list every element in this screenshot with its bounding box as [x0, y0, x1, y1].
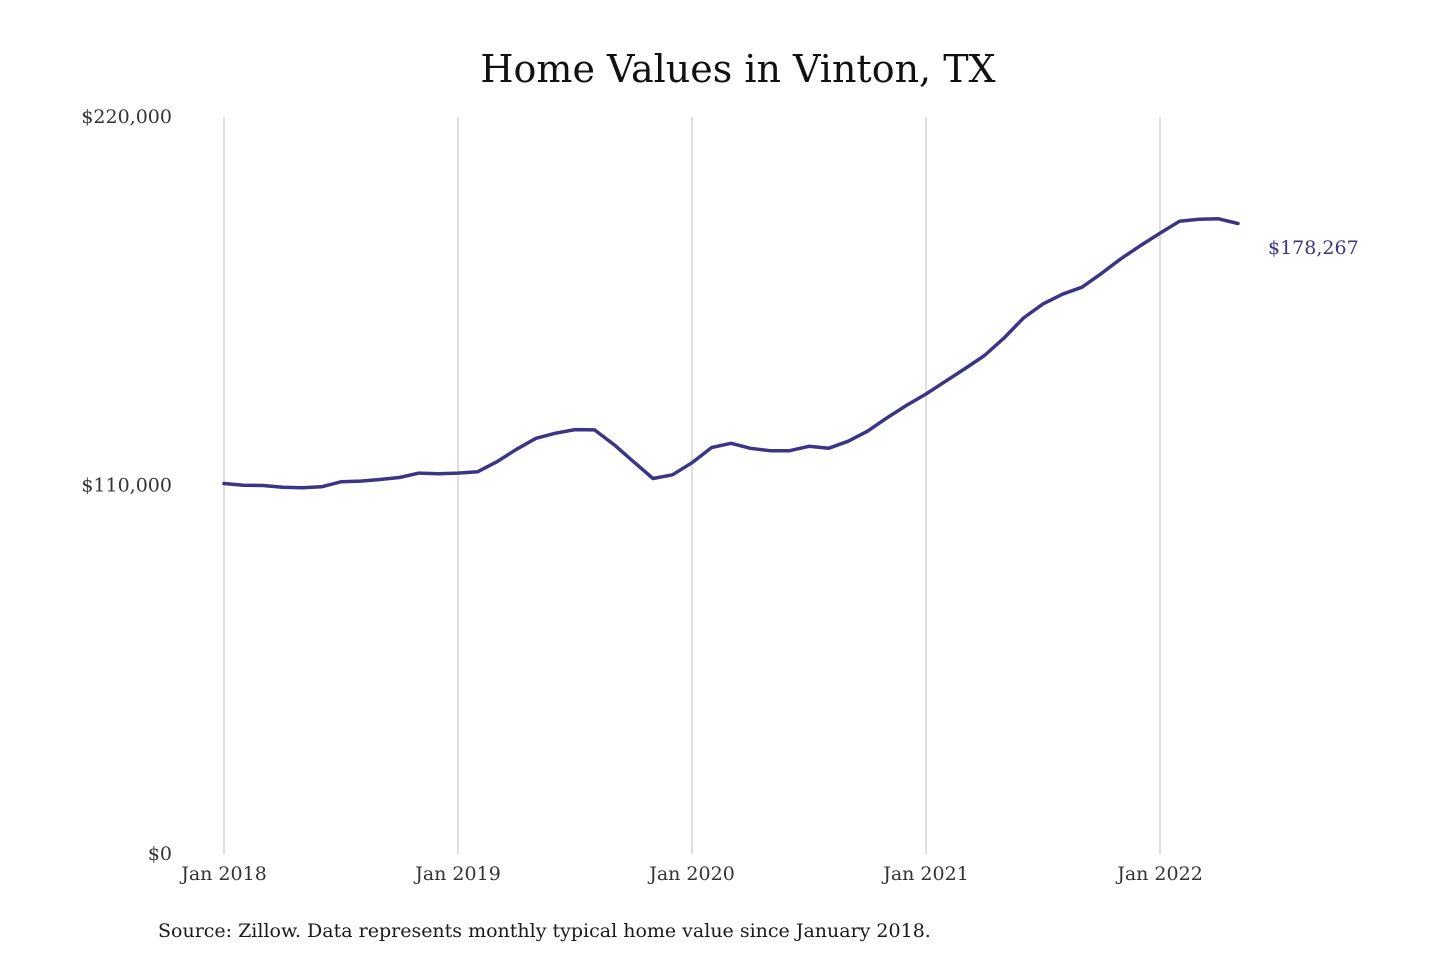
y-tick-label: $0: [148, 843, 172, 865]
series-line-0: [222, 217, 1240, 490]
y-tick-label: $110,000: [81, 475, 172, 497]
x-tick-label: Jan 2018: [179, 863, 267, 885]
y-tick-label: $220,000: [81, 106, 172, 128]
series-layer: [222, 217, 1240, 490]
x-tick-label: Jan 2020: [647, 863, 735, 885]
y-axis-ticks: $0 $110,000 $220,000: [81, 106, 172, 865]
x-axis-ticks: Jan 2018 Jan 2019 Jan 2020 Jan 2021 Jan 2022: [179, 863, 1203, 885]
end-value-label: $178,267: [1268, 237, 1359, 259]
x-tick-label: Jan 2022: [1115, 863, 1203, 885]
gridlines: [223, 117, 1161, 854]
x-tick-label: Jan 2019: [413, 863, 501, 885]
source-note: Source: Zillow. Data represents monthly …: [158, 920, 931, 942]
x-tick-label: Jan 2021: [881, 863, 969, 885]
chart-title: Home Values in Vinton, TX: [480, 47, 995, 91]
